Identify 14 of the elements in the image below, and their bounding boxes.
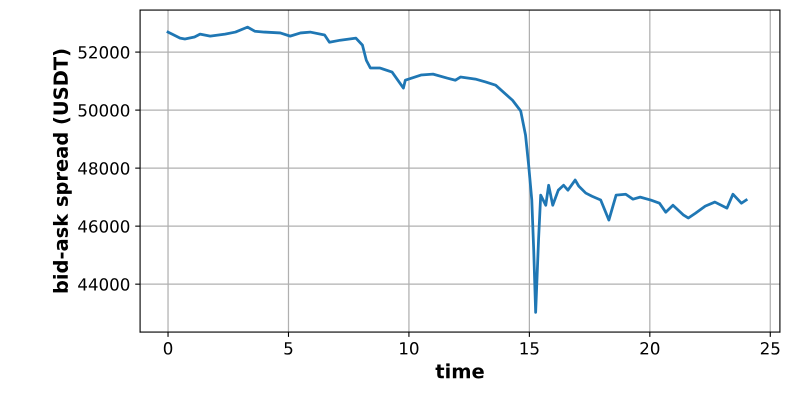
y-tick-label: 44000 [78,278,130,291]
x-tick-label: 5 [284,342,292,355]
y-axis-title: bid-ask spread (USDT) [52,50,72,292]
x-tick-label: 25 [760,342,780,355]
x-tick-label: 15 [520,342,539,355]
y-tick-label: 52000 [78,46,130,59]
x-tick-label: 20 [640,342,660,355]
y-tick-label: 50000 [78,104,130,117]
x-tick-label: 10 [400,342,418,355]
x-axis-title: time [436,363,484,378]
y-tick-label: 48000 [78,162,130,175]
line-series [166,26,748,314]
x-tick-label: 0 [164,342,172,355]
y-tick-label: 46000 [78,220,130,233]
